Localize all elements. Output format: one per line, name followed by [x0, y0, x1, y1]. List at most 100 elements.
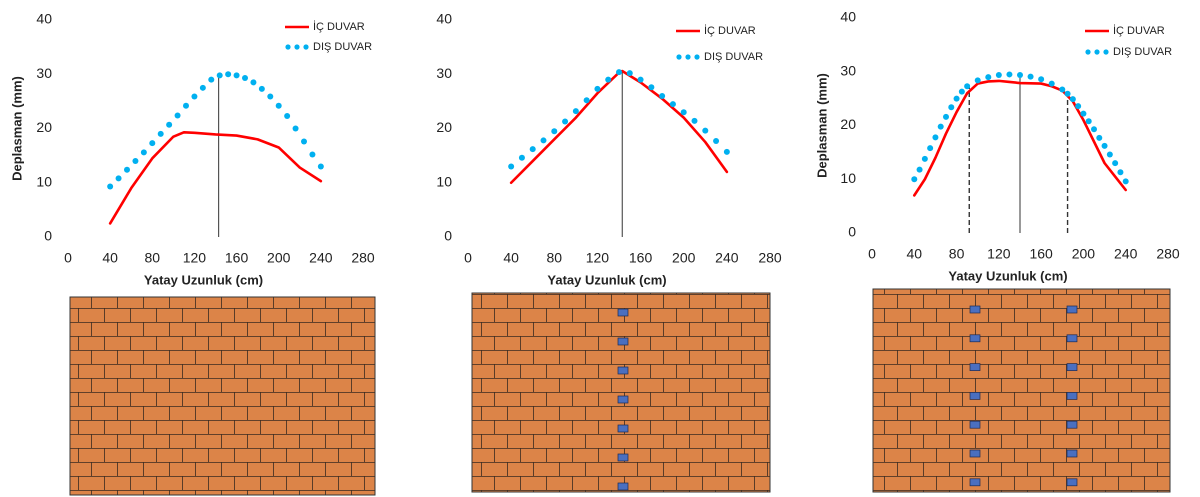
data-point — [937, 123, 944, 130]
brick-wall — [872, 288, 1171, 493]
connector-block — [1066, 392, 1078, 400]
data-point — [166, 121, 173, 128]
connector-block — [969, 478, 981, 487]
x-tick-label: 80 — [949, 246, 965, 262]
y-tick-label: 30 — [436, 65, 452, 81]
x-tick-label: 160 — [225, 250, 249, 266]
connector-block — [1066, 478, 1078, 487]
legend-label: İÇ DUVAR — [1113, 24, 1165, 37]
data-point — [1059, 86, 1066, 93]
connector-block — [617, 366, 629, 375]
x-tick-label: 80 — [546, 250, 562, 266]
connector-block — [1066, 420, 1078, 429]
legend-label: DIŞ DUVAR — [704, 51, 763, 63]
data-point — [1091, 126, 1097, 133]
data-point — [583, 97, 590, 104]
x-tick-label: 200 — [267, 250, 291, 266]
data-point — [540, 137, 547, 144]
data-point — [626, 70, 633, 77]
chart: 0 10 20 30 40 0 40 80 120 160 200 240 280 Deplasman (… — [9, 11, 374, 288]
chart: 0 10 20 30 40 0 40 80 120 160 200 240 280 Yatay Uzunl… — [436, 11, 781, 288]
x-tick-label: 40 — [503, 250, 519, 266]
data-point — [648, 84, 655, 91]
x-tick-label: 0 — [64, 250, 72, 266]
connector-block — [1066, 305, 1078, 314]
y-tick-label: 0 — [44, 228, 52, 244]
data-point — [953, 95, 960, 102]
data-point — [932, 134, 939, 141]
y-tick-label: 10 — [840, 170, 856, 186]
data-point — [233, 72, 240, 79]
data-point — [1122, 178, 1129, 185]
data-point — [927, 145, 934, 152]
y-axis-title: Deplasman (mm) — [814, 73, 829, 178]
y-tick-label: 20 — [436, 119, 452, 135]
data-point — [616, 69, 622, 76]
connector-block — [969, 334, 981, 343]
data-point — [529, 146, 536, 153]
data-point — [1069, 96, 1076, 103]
y-tick-label: 40 — [840, 9, 856, 25]
data-point — [250, 79, 257, 86]
data-point — [183, 102, 189, 109]
data-point — [572, 108, 579, 115]
data-point — [1101, 142, 1108, 149]
data-point — [301, 138, 307, 145]
legend-swatch — [1103, 49, 1109, 55]
x-tick-label: 240 — [715, 250, 739, 266]
data-point — [132, 158, 139, 165]
x-tick-label: 200 — [672, 250, 696, 266]
x-tick-label: 240 — [1114, 246, 1138, 262]
data-point — [317, 163, 324, 170]
connector-block — [1066, 449, 1078, 458]
legend-label: İÇ DUVAR — [704, 24, 756, 37]
data-point — [1096, 134, 1103, 141]
connector-block — [1066, 334, 1078, 343]
data-point — [258, 85, 265, 92]
data-point — [974, 77, 981, 84]
data-point — [309, 151, 316, 158]
connector-block — [617, 395, 629, 404]
legend-swatch — [285, 44, 291, 50]
y-tick-label: 20 — [36, 119, 52, 135]
x-tick-label: 280 — [1156, 246, 1180, 262]
legend-swatch — [694, 54, 700, 60]
connector-block — [969, 420, 981, 429]
data-point — [115, 175, 122, 182]
data-point — [921, 155, 928, 162]
connector-block — [969, 305, 981, 314]
y-axis-title: Deplasman (mm) — [9, 76, 24, 181]
data-point — [174, 112, 181, 119]
connector-block — [1066, 363, 1078, 371]
brick-wall — [471, 292, 771, 493]
data-point — [124, 166, 130, 173]
data-point — [225, 71, 232, 78]
data-point — [242, 75, 248, 82]
brick-wall — [69, 296, 376, 496]
connector-block — [969, 392, 981, 400]
data-point — [107, 183, 114, 190]
x-axis-title: Yatay Uzunluk (cm) — [547, 272, 666, 287]
data-line — [912, 79, 1128, 197]
data-point — [1064, 90, 1071, 97]
y-tick-label: 40 — [36, 11, 52, 27]
data-point — [1075, 103, 1082, 110]
data-point — [140, 149, 147, 156]
data-point — [948, 104, 955, 111]
x-tick-label: 160 — [1029, 246, 1053, 262]
y-tick-label: 10 — [436, 173, 452, 189]
data-point — [958, 88, 965, 95]
chart: 0 10 20 30 40 0 40 80 120 160 200 240 280 Deplasman (… — [814, 9, 1179, 284]
legend-swatch — [676, 54, 682, 60]
legend-label: DIŞ DUVAR — [313, 41, 372, 53]
data-point — [1006, 71, 1013, 78]
data-point — [551, 128, 558, 135]
x-tick-label: 200 — [1072, 246, 1096, 262]
data-point — [208, 76, 215, 83]
data-line — [509, 69, 729, 185]
data-point — [157, 130, 164, 137]
x-tick-label: 280 — [758, 250, 782, 266]
data-point — [199, 84, 206, 91]
legend-swatch — [1085, 49, 1091, 55]
